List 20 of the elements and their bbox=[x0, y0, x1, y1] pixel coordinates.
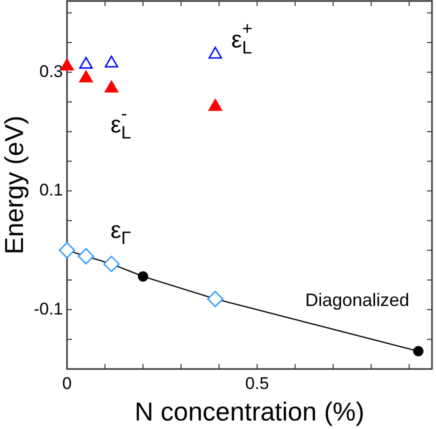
y-tick-label: -0.1 bbox=[34, 299, 63, 318]
point bbox=[208, 98, 222, 111]
point bbox=[104, 80, 118, 92]
x-tick-label: 0 bbox=[62, 374, 72, 393]
point bbox=[138, 271, 148, 282]
y-axis-title: Energy (eV) bbox=[0, 116, 29, 254]
y-tick-label: 0.1 bbox=[39, 180, 63, 200]
point bbox=[79, 70, 93, 82]
x-axis-title: N concentration (%) bbox=[134, 396, 364, 427]
series-label: Diagonalized bbox=[305, 290, 410, 310]
point bbox=[104, 56, 118, 68]
x-tick-label: 0.5 bbox=[245, 374, 269, 393]
point bbox=[78, 248, 94, 264]
point bbox=[79, 56, 93, 69]
point bbox=[103, 256, 120, 272]
point bbox=[207, 290, 224, 308]
point bbox=[413, 346, 424, 356]
point bbox=[208, 46, 222, 59]
point bbox=[58, 242, 76, 258]
y-tick-label: 0.3 bbox=[39, 62, 63, 81]
